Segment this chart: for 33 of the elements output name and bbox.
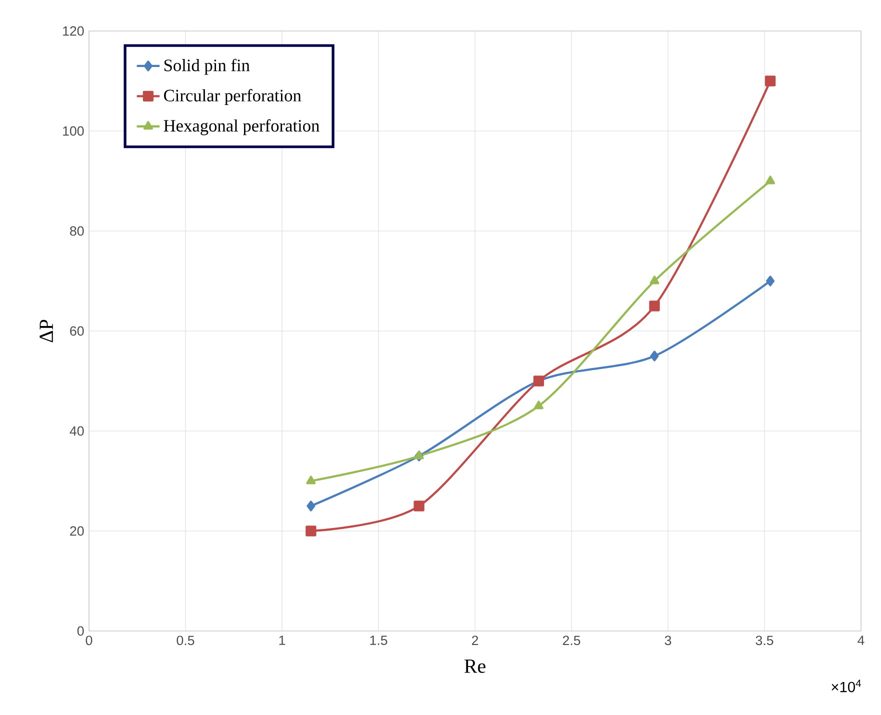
point bbox=[306, 526, 316, 536]
point bbox=[766, 176, 776, 184]
legend-label: Hexagonal perforation bbox=[164, 119, 320, 136]
point bbox=[764, 76, 776, 86]
x-tick-label: 0.5 bbox=[176, 636, 194, 646]
point bbox=[650, 276, 660, 284]
y-tick-label: 120 bbox=[63, 26, 84, 36]
y-tick-label: 60 bbox=[70, 326, 84, 336]
x-tick-label: 4 bbox=[858, 636, 864, 645]
x-tick-label: 3 bbox=[664, 636, 672, 646]
x-axis-title: Re bbox=[464, 660, 486, 673]
x-tick-label: 2 bbox=[472, 636, 478, 646]
point bbox=[650, 350, 659, 362]
x-tick-label: 3.5 bbox=[756, 636, 774, 646]
point bbox=[306, 476, 316, 484]
text: ×10$^{4}$ bbox=[832, 680, 862, 692]
x-tick-label: 1 bbox=[279, 636, 286, 645]
x-tick-label: 1.5 bbox=[370, 636, 388, 646]
y-tick-label: 80 bbox=[70, 226, 84, 236]
y-tick-label: 0 bbox=[77, 626, 84, 636]
x-tick-label: 0 bbox=[86, 636, 92, 646]
x-tick-label: 2.5 bbox=[562, 636, 580, 646]
point bbox=[306, 500, 316, 512]
y-tick-label: 40 bbox=[70, 426, 84, 436]
point bbox=[649, 300, 660, 312]
legend-label: Solid pin fin bbox=[164, 58, 250, 75]
point bbox=[766, 276, 775, 286]
point bbox=[534, 400, 544, 410]
y-tick-label: 20 bbox=[70, 526, 84, 536]
y-tick-label: 100 bbox=[63, 126, 84, 136]
y-axis-title: ΔP bbox=[40, 320, 53, 342]
point bbox=[414, 500, 424, 512]
legend-label: Circular perforation bbox=[164, 89, 302, 105]
